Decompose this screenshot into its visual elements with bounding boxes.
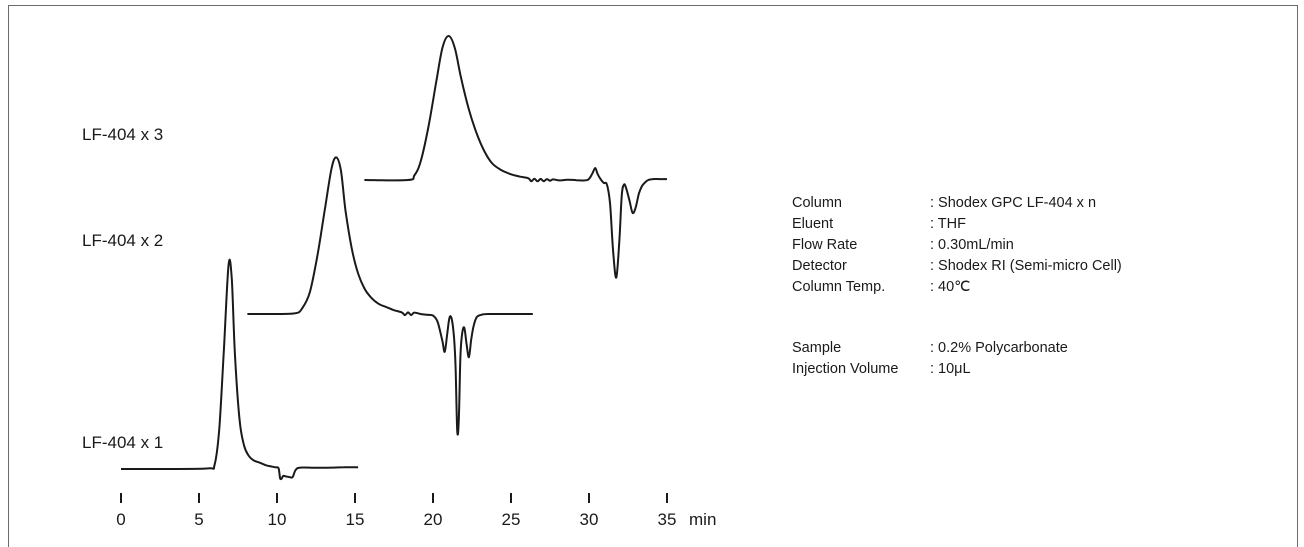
condition-label: Column [792, 195, 842, 211]
x-axis: 0 5 10 15 20 25 30 35 [116, 493, 676, 529]
trace-label-x2: LF-404 x 2 [82, 231, 163, 250]
condition-value: : Shodex GPC LF-404 x n [930, 195, 1096, 211]
trace-label-x1: LF-404 x 1 [82, 433, 163, 452]
condition-label: Sample [792, 340, 841, 356]
condition-value: : Shodex RI (Semi-micro Cell) [930, 258, 1122, 274]
x-tick-label: 15 [346, 510, 365, 529]
x-tick-label: 5 [194, 510, 203, 529]
condition-value: : 0.30mL/min [930, 237, 1014, 253]
x-tick-label: 10 [268, 510, 287, 529]
condition-label: Eluent [792, 216, 833, 232]
trace-line-1 [120, 258, 359, 481]
x-tick-label: 0 [116, 510, 125, 529]
x-tick-label: 30 [580, 510, 599, 529]
condition-value: : 0.2% Polycarbonate [930, 340, 1068, 356]
condition-label: Injection Volume [792, 361, 898, 377]
condition-label: Column Temp. [792, 279, 885, 295]
conditions-panel: Column : Shodex GPC LF-404 x n Eluent : THF… [792, 195, 1122, 377]
x-tick-label: 25 [502, 510, 521, 529]
chart-frame [8, 5, 1298, 547]
trace-labels: LF-404 x 3 LF-404 x 2 LF-404 x 1 [82, 125, 163, 452]
traces [120, 35, 667, 481]
condition-value: : THF [930, 216, 966, 232]
condition-label: Flow Rate [792, 237, 857, 253]
x-tick-label: 35 [658, 510, 677, 529]
trace-line-2 [247, 156, 533, 436]
condition-label: Detector [792, 258, 847, 274]
condition-value: : 40℃ [930, 279, 970, 295]
x-axis-unit: min [689, 510, 716, 529]
trace-label-x3: LF-404 x 3 [82, 125, 163, 144]
trace-line-3 [364, 35, 667, 279]
x-tick-label: 20 [424, 510, 443, 529]
condition-value: : 10μL [930, 361, 971, 377]
